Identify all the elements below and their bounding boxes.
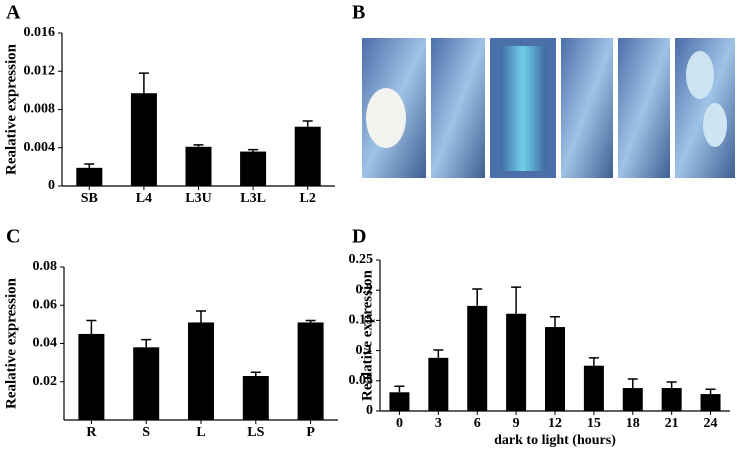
panel-label: C bbox=[6, 226, 20, 248]
error-bar bbox=[305, 319, 316, 323]
error-bar bbox=[248, 148, 259, 152]
bar bbox=[428, 357, 449, 411]
error-bar bbox=[193, 144, 204, 147]
x-tick-label: 9 bbox=[513, 416, 520, 431]
y-tick-label: 0.004 bbox=[24, 140, 56, 155]
y-tick-label: 0.2 bbox=[356, 282, 374, 297]
x-tick-label: L bbox=[196, 425, 205, 440]
panel-label: B bbox=[352, 2, 365, 24]
x-tick-label: 18 bbox=[626, 416, 640, 431]
y-tick-label: 0.25 bbox=[349, 252, 374, 267]
x-tick-label: 21 bbox=[665, 416, 679, 431]
y-tick-label: 0.02 bbox=[33, 374, 58, 389]
photo-detail bbox=[366, 88, 406, 148]
y-tick-label: 0.016 bbox=[24, 25, 56, 40]
error-bar bbox=[138, 72, 149, 94]
error-bar bbox=[588, 357, 599, 366]
error-bar bbox=[705, 388, 716, 395]
y-tick-label: 0.15 bbox=[349, 313, 374, 328]
x-tick-label: 12 bbox=[548, 416, 562, 431]
x-tick-label: 24 bbox=[704, 416, 718, 431]
error-bar bbox=[86, 319, 97, 334]
x-tick-label: R bbox=[86, 425, 97, 440]
error-bar bbox=[84, 163, 95, 168]
x-tick-label: L4 bbox=[136, 191, 152, 206]
x-tick-label: LS bbox=[247, 425, 264, 440]
y-axis-label: Realative expression bbox=[3, 277, 19, 409]
photo-panel bbox=[362, 38, 735, 178]
error-bar bbox=[550, 316, 560, 328]
x-tick-label: 3 bbox=[435, 416, 442, 431]
bar bbox=[294, 126, 321, 186]
bar bbox=[467, 305, 488, 411]
bar bbox=[545, 327, 565, 411]
photo bbox=[431, 38, 485, 178]
y-tick-label: 0.06 bbox=[33, 297, 58, 312]
y-tick-label: 0 bbox=[48, 178, 55, 193]
y-tick-label: 0.1 bbox=[356, 343, 374, 358]
x-tick-label: L3U bbox=[185, 191, 211, 206]
error-bar bbox=[141, 338, 152, 348]
panel-label: A bbox=[6, 2, 21, 24]
error-bar bbox=[433, 349, 444, 358]
error-bar bbox=[472, 288, 483, 306]
x-tick-label: S bbox=[142, 425, 150, 440]
photo-detail bbox=[500, 46, 546, 171]
photo bbox=[618, 38, 670, 178]
error-bar bbox=[250, 371, 261, 377]
photo-detail bbox=[703, 103, 727, 147]
bar bbox=[583, 365, 604, 411]
error-bar bbox=[666, 381, 677, 389]
error-bar bbox=[511, 286, 522, 314]
x-tick-label: 0 bbox=[396, 416, 403, 431]
x-tick-label: 6 bbox=[474, 416, 481, 431]
x-tick-label: SB bbox=[81, 191, 98, 206]
bar bbox=[185, 146, 212, 186]
photo bbox=[561, 38, 613, 178]
y-tick-label: 0.04 bbox=[33, 336, 58, 351]
bar bbox=[133, 347, 160, 420]
bar bbox=[700, 394, 721, 411]
y-axis-label: Realative expression bbox=[359, 269, 375, 401]
bar bbox=[297, 322, 324, 420]
x-tick-label: L3L bbox=[240, 191, 266, 206]
panel-label: D bbox=[352, 226, 366, 248]
error-bar bbox=[627, 378, 638, 389]
bar bbox=[622, 388, 643, 411]
y-tick-label: 0.08 bbox=[33, 259, 58, 274]
bar bbox=[389, 392, 410, 411]
bar bbox=[661, 388, 682, 411]
error-bar bbox=[196, 310, 206, 323]
y-tick-label: 0.05 bbox=[349, 373, 374, 388]
y-tick-label: 0.012 bbox=[24, 63, 56, 78]
x-axis-label: dark to light (hours) bbox=[494, 433, 616, 448]
bar bbox=[78, 333, 105, 420]
bar bbox=[240, 151, 267, 186]
bar bbox=[76, 167, 103, 186]
error-bar bbox=[302, 120, 313, 127]
y-tick-label: 0 bbox=[366, 403, 373, 418]
photo-detail bbox=[686, 51, 714, 99]
y-axis-label: Realative expression bbox=[3, 43, 19, 175]
bar bbox=[188, 322, 214, 420]
bar bbox=[130, 93, 157, 186]
y-tick-label: 0.008 bbox=[24, 102, 56, 117]
bar bbox=[506, 313, 527, 411]
x-tick-label: 15 bbox=[587, 416, 601, 431]
x-tick-label: P bbox=[306, 425, 315, 440]
x-tick-label: L2 bbox=[300, 191, 316, 206]
error-bar bbox=[394, 385, 405, 393]
bar bbox=[242, 376, 269, 420]
